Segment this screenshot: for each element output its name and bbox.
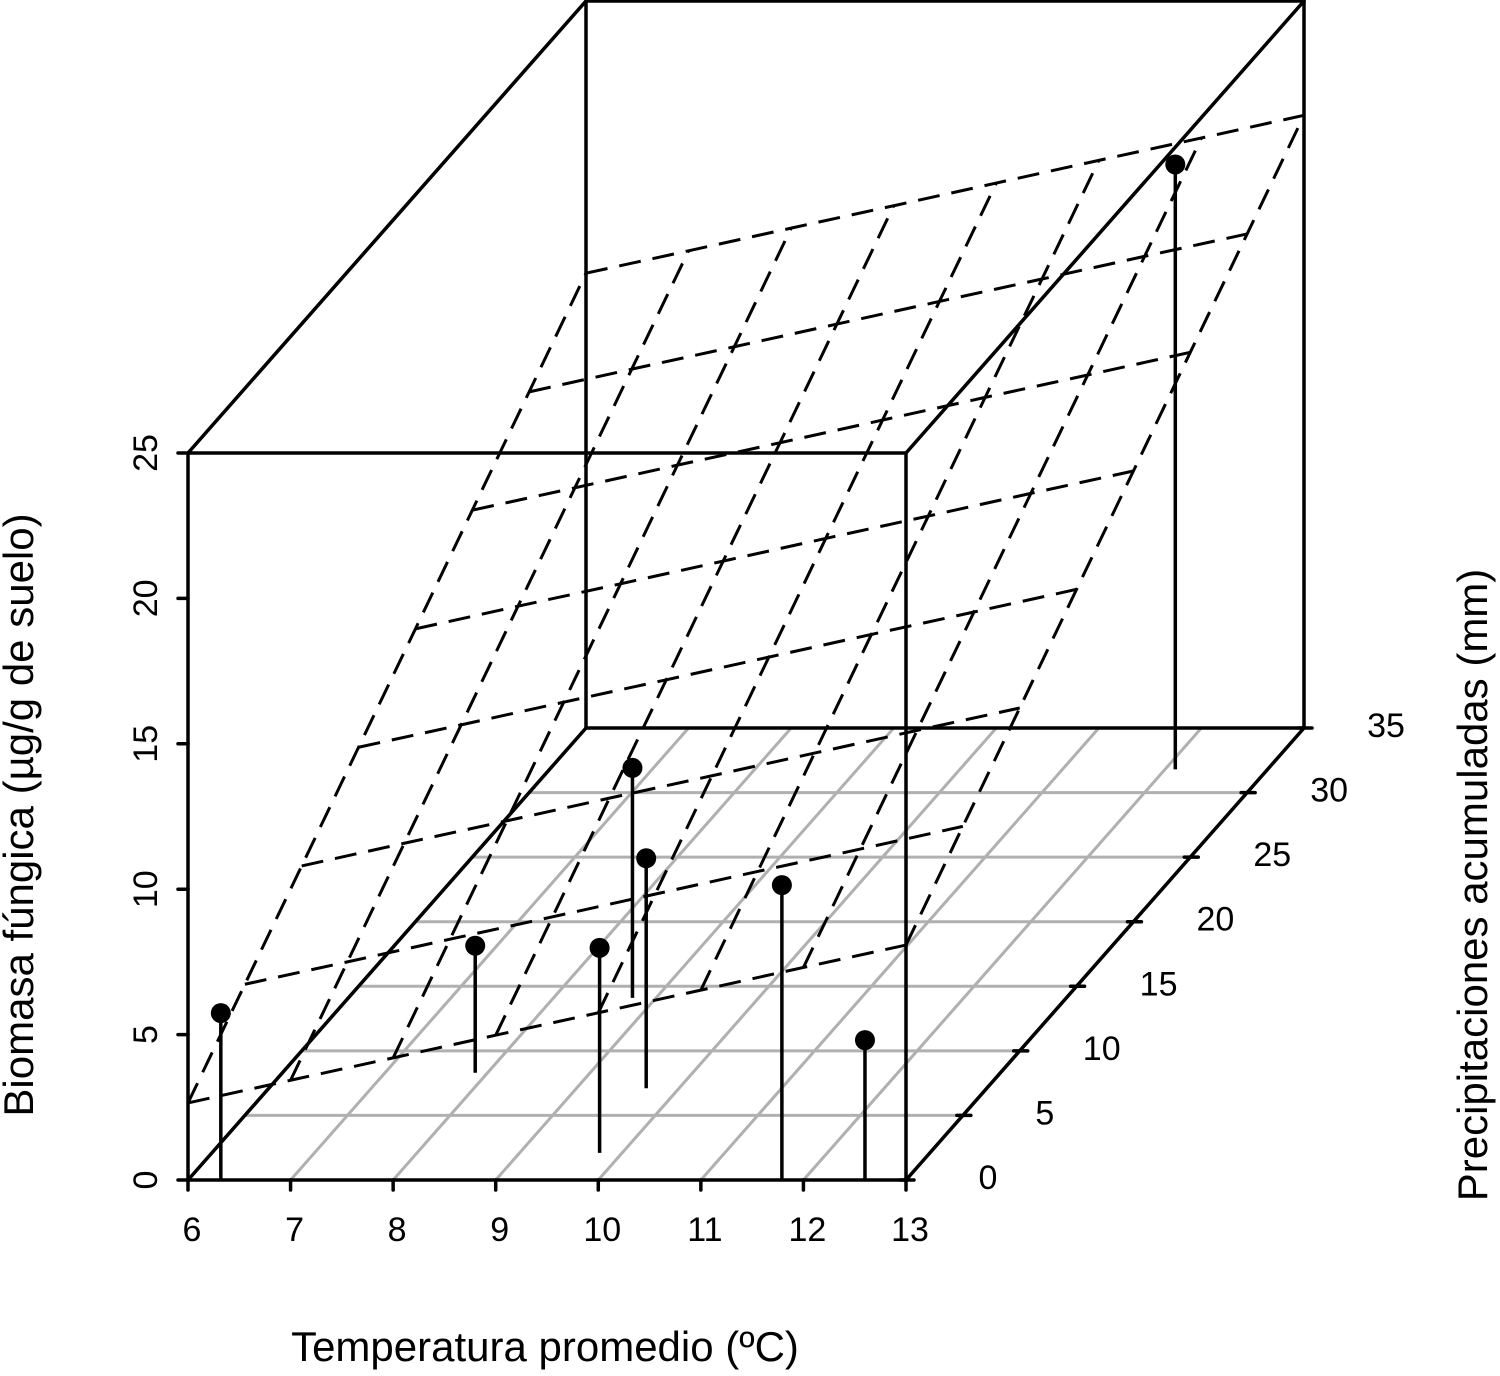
surface-line bbox=[289, 250, 690, 1081]
floor-grid-line bbox=[494, 727, 895, 1181]
y-tick-label: 10 bbox=[1083, 1030, 1121, 1068]
y-tick-label: 0 bbox=[979, 1159, 998, 1197]
floor-grid-line bbox=[597, 727, 998, 1181]
box-edge bbox=[904, 0, 1306, 455]
surface-line bbox=[596, 182, 998, 1014]
surface-line bbox=[471, 350, 1191, 512]
x-tick-label: 11 bbox=[687, 1211, 722, 1249]
data-point bbox=[636, 848, 657, 869]
data-point bbox=[771, 875, 792, 896]
surface-line bbox=[699, 159, 1101, 991]
surface-line bbox=[358, 587, 1077, 749]
surface-line bbox=[802, 137, 1203, 969]
y-tick-label: 20 bbox=[1197, 901, 1235, 939]
floor-grid-line bbox=[289, 727, 690, 1181]
x-tick-label: 9 bbox=[490, 1211, 509, 1249]
floor-grid-line bbox=[802, 727, 1203, 1181]
z-tick-label: 15 bbox=[127, 725, 165, 763]
data-point bbox=[210, 1003, 231, 1024]
data-point bbox=[854, 1030, 875, 1051]
z-tick-label: 20 bbox=[127, 579, 165, 617]
box-edge bbox=[904, 726, 1306, 1182]
x-axis-title: Temperatura promedio (ºC) bbox=[291, 1323, 799, 1370]
data-point bbox=[589, 937, 610, 958]
surface-line bbox=[415, 469, 1134, 631]
surface-line bbox=[494, 205, 896, 1036]
surface-line bbox=[528, 232, 1248, 394]
z-axis-title: Biomasa fúngica (µg/g de suelo) bbox=[0, 513, 42, 1116]
x-tick-label: 13 bbox=[891, 1211, 929, 1249]
x-tick-label: 7 bbox=[285, 1211, 304, 1249]
data-point bbox=[465, 935, 486, 956]
x-tick-label: 6 bbox=[183, 1211, 202, 1249]
floor-grid-line bbox=[699, 727, 1100, 1181]
data-point bbox=[622, 757, 643, 778]
y-tick-label: 30 bbox=[1310, 772, 1348, 810]
z-tick-label: 25 bbox=[127, 434, 165, 472]
y-tick-label: 5 bbox=[1035, 1094, 1054, 1132]
surface-line bbox=[244, 824, 964, 986]
z-tick-label: 0 bbox=[127, 1171, 165, 1190]
y-tick-label: 35 bbox=[1367, 707, 1405, 745]
x-tick-label: 12 bbox=[789, 1211, 827, 1249]
surface-line bbox=[187, 943, 907, 1105]
x-tick-label: 10 bbox=[583, 1211, 621, 1249]
surface-line bbox=[186, 272, 588, 1104]
data-point bbox=[1165, 154, 1186, 175]
y-axis-title: Precipitaciones acumuladas (mm) bbox=[1449, 569, 1496, 1202]
x-tick-label: 8 bbox=[388, 1211, 407, 1249]
surface-line bbox=[391, 227, 793, 1059]
z-tick-label: 5 bbox=[127, 1025, 165, 1044]
box-edge bbox=[186, 0, 588, 455]
z-tick-label: 10 bbox=[127, 870, 165, 908]
y-tick-label: 15 bbox=[1140, 965, 1178, 1003]
surface-line bbox=[585, 113, 1305, 275]
surface-line bbox=[301, 706, 1021, 868]
surface-line bbox=[904, 114, 1306, 946]
y-tick-label: 25 bbox=[1253, 836, 1291, 874]
